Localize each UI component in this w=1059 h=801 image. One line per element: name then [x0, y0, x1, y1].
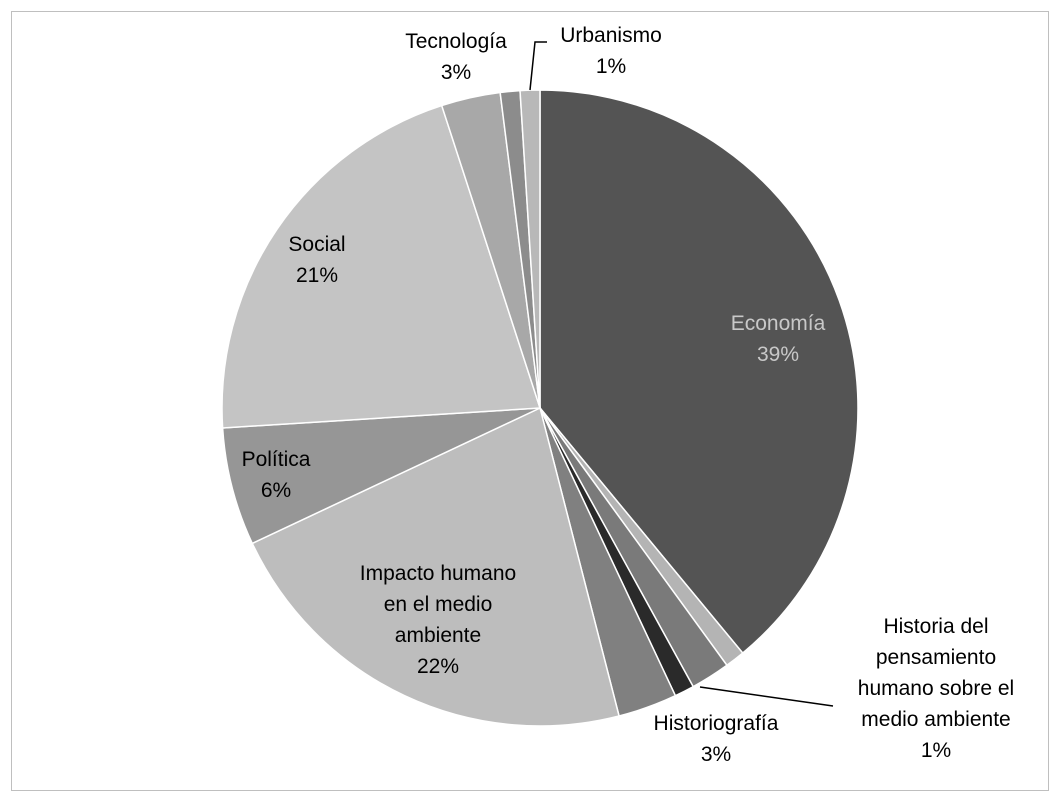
leader-line-urbanismo — [529, 41, 547, 91]
pie-slices — [221, 89, 859, 727]
slice-labels: Economía 39% Historia del pensamiento humano… — [242, 24, 1015, 766]
slice-label-urbanismo: Urbanismo 1% — [560, 24, 662, 78]
pie-slice-impacto-humano-en-el-medio-ambiente — [251, 406, 620, 727]
slice-percent-economia: 39% — [757, 343, 799, 366]
leader-line-historia-del-pensamiento-humano-sobre-el-medio-ambiente — [699, 686, 834, 707]
slice-percent-historia-del-pensamiento-humano-sobre-el-medio-ambiente: 1% — [921, 739, 951, 762]
leader-lines — [529, 41, 834, 707]
slice-label-economia: Economía 39% — [731, 312, 826, 366]
slice-percent-historiografia: 3% — [701, 743, 731, 766]
slice-percent-politica: 6% — [261, 479, 291, 502]
slice-label-historiografia: Historiografía 3% — [654, 712, 779, 766]
pie-slice-social — [221, 104, 542, 429]
pie-slice-economia — [539, 89, 859, 655]
slice-label-social: Social 21% — [288, 233, 345, 287]
slice-label-historia-del-pensamiento-humano-sobre-el-medio-ambiente: Historia del pensamiento humano sobre el me… — [858, 615, 1014, 762]
slice-percent-social: 21% — [296, 264, 338, 287]
slice-percent-tecnologia: 3% — [441, 61, 471, 84]
pie-slice-urbanismo — [519, 89, 541, 409]
slice-percent-urbanismo: 1% — [596, 55, 626, 78]
slice-label-impacto-humano-en-el-medio-ambiente: Impacto humano en el medio ambiente 22% — [360, 562, 516, 678]
slice-label-tecnologia: Tecnología 3% — [405, 30, 507, 84]
slice-percent-impacto-humano-en-el-medio-ambiente: 22% — [417, 655, 459, 678]
pie-slice-politica — [221, 407, 541, 545]
slice-label-politica: Política 6% — [242, 448, 311, 502]
